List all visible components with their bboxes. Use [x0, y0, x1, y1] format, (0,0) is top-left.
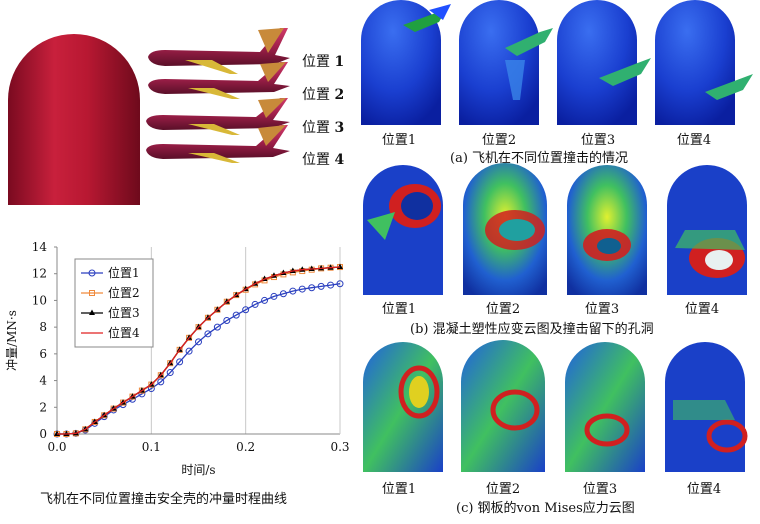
y-axis-label: 冲量/MN·s: [4, 310, 19, 371]
y-tick-label: 2: [39, 400, 47, 414]
data-point: [242, 306, 250, 314]
data-point: [176, 358, 184, 366]
data-point: [204, 330, 212, 338]
panel-a-label-4: 位置4: [676, 133, 712, 148]
panel-a-label-1: 位置1: [381, 133, 417, 148]
x-tick-label: 0.0: [47, 440, 66, 454]
stress-contour-2: [461, 340, 545, 472]
panel-b-label-3: 位置3: [584, 302, 620, 317]
panel-c-label-3: 位置3: [582, 482, 618, 497]
aircraft-3: [146, 98, 290, 135]
data-point: [261, 296, 269, 304]
aircraft-2: [148, 62, 290, 99]
data-point: [195, 338, 202, 346]
position-label-2: 位置 2: [302, 87, 345, 103]
data-point: [88, 269, 96, 277]
impact-simulation-row: [361, 0, 753, 125]
strain-contour-2: [463, 163, 547, 295]
data-point: [89, 290, 95, 296]
strain-contour-row: [363, 163, 747, 295]
strain-contour-4: [667, 165, 747, 295]
containment-dome: [8, 34, 140, 205]
impact-sim-1: [361, 0, 451, 125]
position-label-3: 位置 3: [302, 120, 345, 136]
panel-b-label-2: 位置2: [485, 302, 521, 317]
stress-contour-row: [363, 340, 748, 472]
x-axis-label: 时间/s: [181, 463, 215, 477]
data-point: [157, 378, 165, 386]
panel-c-label-4: 位置4: [686, 482, 722, 497]
data-point: [308, 284, 316, 292]
aircraft-4: [146, 125, 290, 163]
legend-label: 位置3: [108, 305, 140, 320]
data-point: [327, 281, 335, 289]
y-tick-label: 6: [39, 347, 47, 361]
series-line: [57, 266, 341, 435]
stress-contour-3: [565, 342, 645, 472]
stress-contour-4: [665, 342, 748, 472]
y-tick-label: 10: [32, 293, 47, 307]
panel-a-label-2: 位置2: [481, 133, 517, 148]
data-point: [289, 287, 297, 295]
x-tick-label: 0.1: [142, 440, 161, 454]
impact-setup-illustration: [8, 28, 290, 205]
strain-contour-3: [567, 165, 647, 295]
panel-a-label-3: 位置3: [580, 133, 616, 148]
data-point: [270, 292, 278, 300]
strain-contour-1: [363, 165, 443, 295]
impact-sim-3: [557, 0, 651, 125]
panel-a-caption: (a) 飞机在不同位置撞击的情况: [450, 151, 629, 166]
legend-box: [74, 258, 154, 348]
aircraft-1: [148, 28, 290, 74]
data-point: [298, 285, 306, 293]
panel-b-caption: (b) 混凝土塑性应变云图及撞击留下的孔洞: [410, 322, 654, 337]
panel-c-caption: (c) 钢板的von Mises应力云图: [456, 501, 635, 516]
panel-b-label-4: 位置4: [684, 302, 720, 317]
x-tick-label: 0.2: [236, 440, 255, 454]
data-point: [89, 309, 95, 315]
panel-c-label-2: 位置2: [485, 482, 521, 497]
data-point: [251, 300, 259, 308]
legend-label: 位置1: [108, 265, 140, 280]
impulse-chart: 0.0 0.1 0.2 0.3 0 2 4 6 8 10 12 14 时间/s 冲量/MN·s 位置1 位置2…: [4, 240, 350, 477]
y-tick-label: 4: [39, 374, 47, 388]
panel-b-label-1: 位置1: [381, 302, 417, 317]
data-point: [166, 369, 174, 377]
chart-caption: 飞机在不同位置撞击安全壳的冲量时程曲线: [40, 492, 288, 507]
position-label-1: 位置 1: [302, 54, 345, 70]
data-point: [185, 347, 193, 355]
y-tick-label: 8: [39, 320, 47, 334]
data-point: [336, 280, 344, 288]
legend-label: 位置2: [108, 285, 140, 300]
y-tick-label: 0: [39, 427, 47, 441]
x-tick-label: 0.3: [330, 440, 349, 454]
data-point: [232, 311, 240, 319]
data-point: [213, 323, 221, 331]
impact-sim-2: [459, 0, 553, 125]
y-tick-label: 14: [32, 240, 48, 254]
stress-contour-1: [363, 342, 443, 472]
data-point: [223, 316, 231, 324]
data-point: [317, 282, 325, 290]
data-point: [279, 290, 287, 298]
legend-label: 位置4: [108, 325, 140, 340]
impact-sim-4: [655, 0, 753, 125]
panel-c-label-1: 位置1: [381, 482, 417, 497]
y-tick-label: 12: [32, 267, 47, 281]
position-label-4: 位置 4: [302, 152, 345, 168]
